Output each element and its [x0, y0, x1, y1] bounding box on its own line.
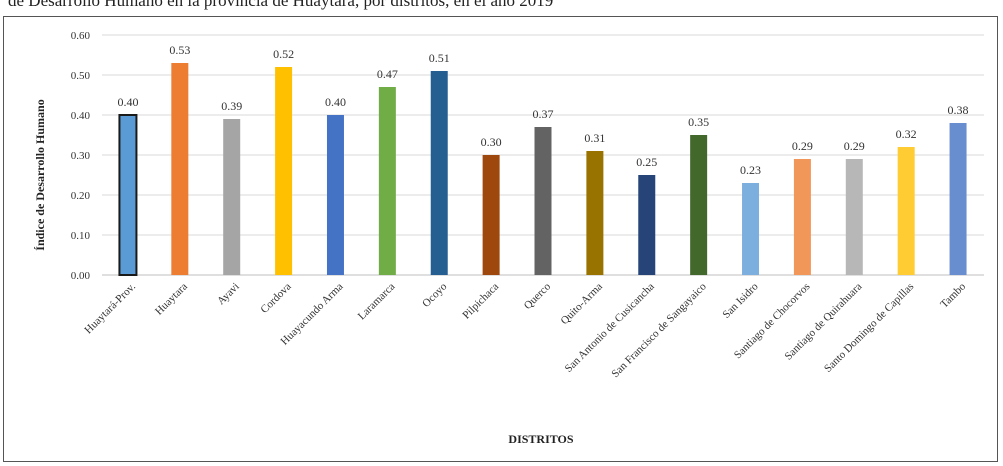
category-label: Santo Domingo de Capillas: [822, 281, 916, 375]
y-tick-label: 0.10: [71, 230, 91, 242]
data-label: 0.29: [844, 139, 865, 153]
bar: [898, 147, 915, 275]
y-tick-label: 0.00: [71, 270, 91, 282]
category-label: Pilpichaca: [460, 281, 501, 322]
y-tick-label: 0.30: [71, 150, 91, 162]
bar: [794, 159, 811, 275]
bars: [119, 63, 966, 275]
category-label: Ocoyo: [420, 280, 450, 310]
bar: [846, 159, 863, 275]
data-label: 0.40: [117, 95, 138, 109]
y-axis-title: Índice de Desarrollo Humano: [33, 99, 47, 250]
bar: [742, 183, 759, 275]
category-label: Cordova: [258, 281, 293, 316]
category-label: Laramarca: [356, 281, 398, 323]
y-tick-labels: 0.00 0.10 0.20 0.30 0.40 0.50 0.60: [71, 30, 91, 282]
x-axis-title: DISTRITOS: [508, 432, 573, 446]
y-tick-label: 0.20: [71, 190, 91, 202]
category-label: Huaytara: [153, 281, 190, 318]
bar: [119, 115, 136, 275]
data-label: 0.32: [896, 127, 917, 141]
bar: [171, 63, 188, 275]
data-label: 0.35: [688, 115, 709, 129]
chart-frame: 0.00 0.10 0.20 0.30 0.40 0.50 0.60 0.40 0.53 0.3…: [3, 16, 998, 462]
caption-strip: de Desarrollo Humano en la provincia de …: [0, 0, 1003, 14]
bar: [535, 127, 552, 275]
bar: [690, 135, 707, 275]
data-label: 0.38: [948, 103, 969, 117]
category-label: Quito-Arma: [559, 281, 606, 328]
data-label: 0.51: [429, 51, 450, 65]
bar: [327, 115, 344, 275]
bar: [950, 123, 967, 275]
data-label: 0.37: [533, 107, 554, 121]
data-label: 0.30: [481, 135, 502, 149]
data-label: 0.39: [221, 99, 242, 113]
bar: [483, 155, 500, 275]
y-tick-label: 0.40: [71, 110, 91, 122]
category-label: Huaytará-Prov.: [82, 280, 138, 336]
data-label: 0.40: [325, 95, 346, 109]
category-label: San Francisco de Sangayaico: [609, 280, 709, 380]
category-label: Ayavi: [215, 281, 242, 308]
data-label: 0.29: [792, 139, 813, 153]
y-tick-label: 0.50: [71, 70, 91, 82]
bar: [379, 87, 396, 275]
y-tick-label: 0.60: [71, 30, 91, 42]
category-labels: Huaytará-Prov. Huaytara Ayavi CordovaHuayac…: [82, 280, 968, 380]
bar: [223, 119, 240, 275]
bar: [431, 71, 448, 275]
bar-chart: 0.00 0.10 0.20 0.30 0.40 0.50 0.60 0.40 0.53 0.3…: [4, 17, 999, 463]
category-label: Querco: [522, 280, 554, 312]
data-label: 0.47: [377, 67, 398, 81]
category-label: San Isidro: [720, 280, 761, 321]
data-label: 0.52: [273, 47, 294, 61]
category-label: San Antonio de Cusicancha: [563, 281, 657, 375]
data-label: 0.25: [636, 155, 657, 169]
caption-text: de Desarrollo Humano en la provincia de …: [8, 0, 553, 11]
bar: [586, 151, 603, 275]
data-label: 0.23: [740, 163, 761, 177]
bar: [275, 67, 292, 275]
data-label: 0.53: [169, 43, 190, 57]
data-label: 0.31: [584, 131, 605, 145]
category-label: Tambo: [938, 280, 968, 310]
bar: [638, 175, 655, 275]
